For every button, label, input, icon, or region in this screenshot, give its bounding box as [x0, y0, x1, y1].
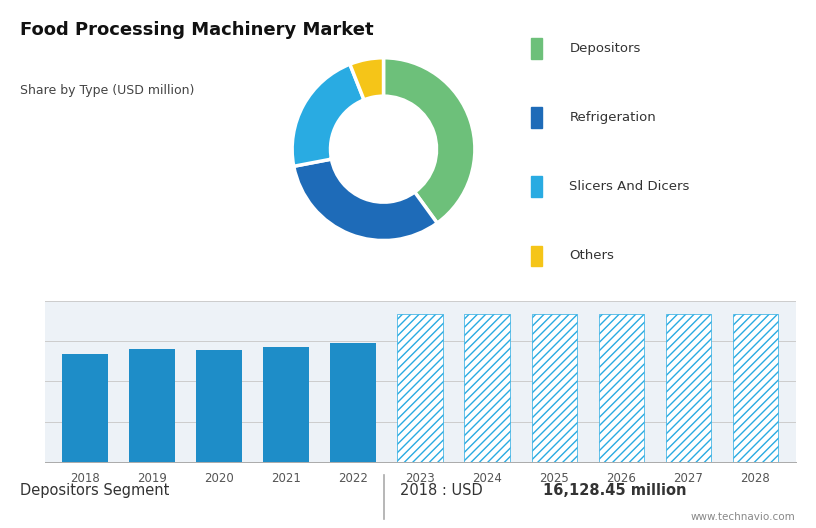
Bar: [530, 176, 542, 196]
Text: Refrigeration: Refrigeration: [570, 111, 656, 124]
Wedge shape: [350, 58, 384, 100]
Bar: [599, 314, 644, 462]
Text: www.technavio.com: www.technavio.com: [691, 512, 796, 522]
Bar: [264, 346, 309, 462]
Bar: [733, 314, 778, 462]
Bar: [62, 354, 108, 462]
Text: Food Processing Machinery Market: Food Processing Machinery Market: [20, 21, 374, 39]
Text: Depositors Segment: Depositors Segment: [20, 483, 170, 498]
Bar: [530, 246, 542, 266]
Wedge shape: [384, 58, 475, 223]
Wedge shape: [294, 159, 437, 241]
Text: 2018 : USD: 2018 : USD: [400, 483, 487, 498]
Bar: [397, 314, 443, 462]
Bar: [464, 314, 510, 462]
Wedge shape: [292, 64, 364, 166]
Text: 16,128.45 million: 16,128.45 million: [543, 483, 686, 498]
Text: Share by Type (USD million): Share by Type (USD million): [20, 83, 195, 97]
Bar: [129, 348, 175, 462]
Text: Slicers And Dicers: Slicers And Dicers: [570, 180, 690, 193]
Bar: [531, 314, 577, 462]
Text: Depositors: Depositors: [570, 42, 641, 55]
Bar: [666, 314, 712, 462]
Bar: [197, 350, 242, 462]
Text: Others: Others: [570, 249, 614, 262]
Bar: [530, 39, 542, 59]
Bar: [530, 107, 542, 128]
Bar: [330, 343, 376, 462]
